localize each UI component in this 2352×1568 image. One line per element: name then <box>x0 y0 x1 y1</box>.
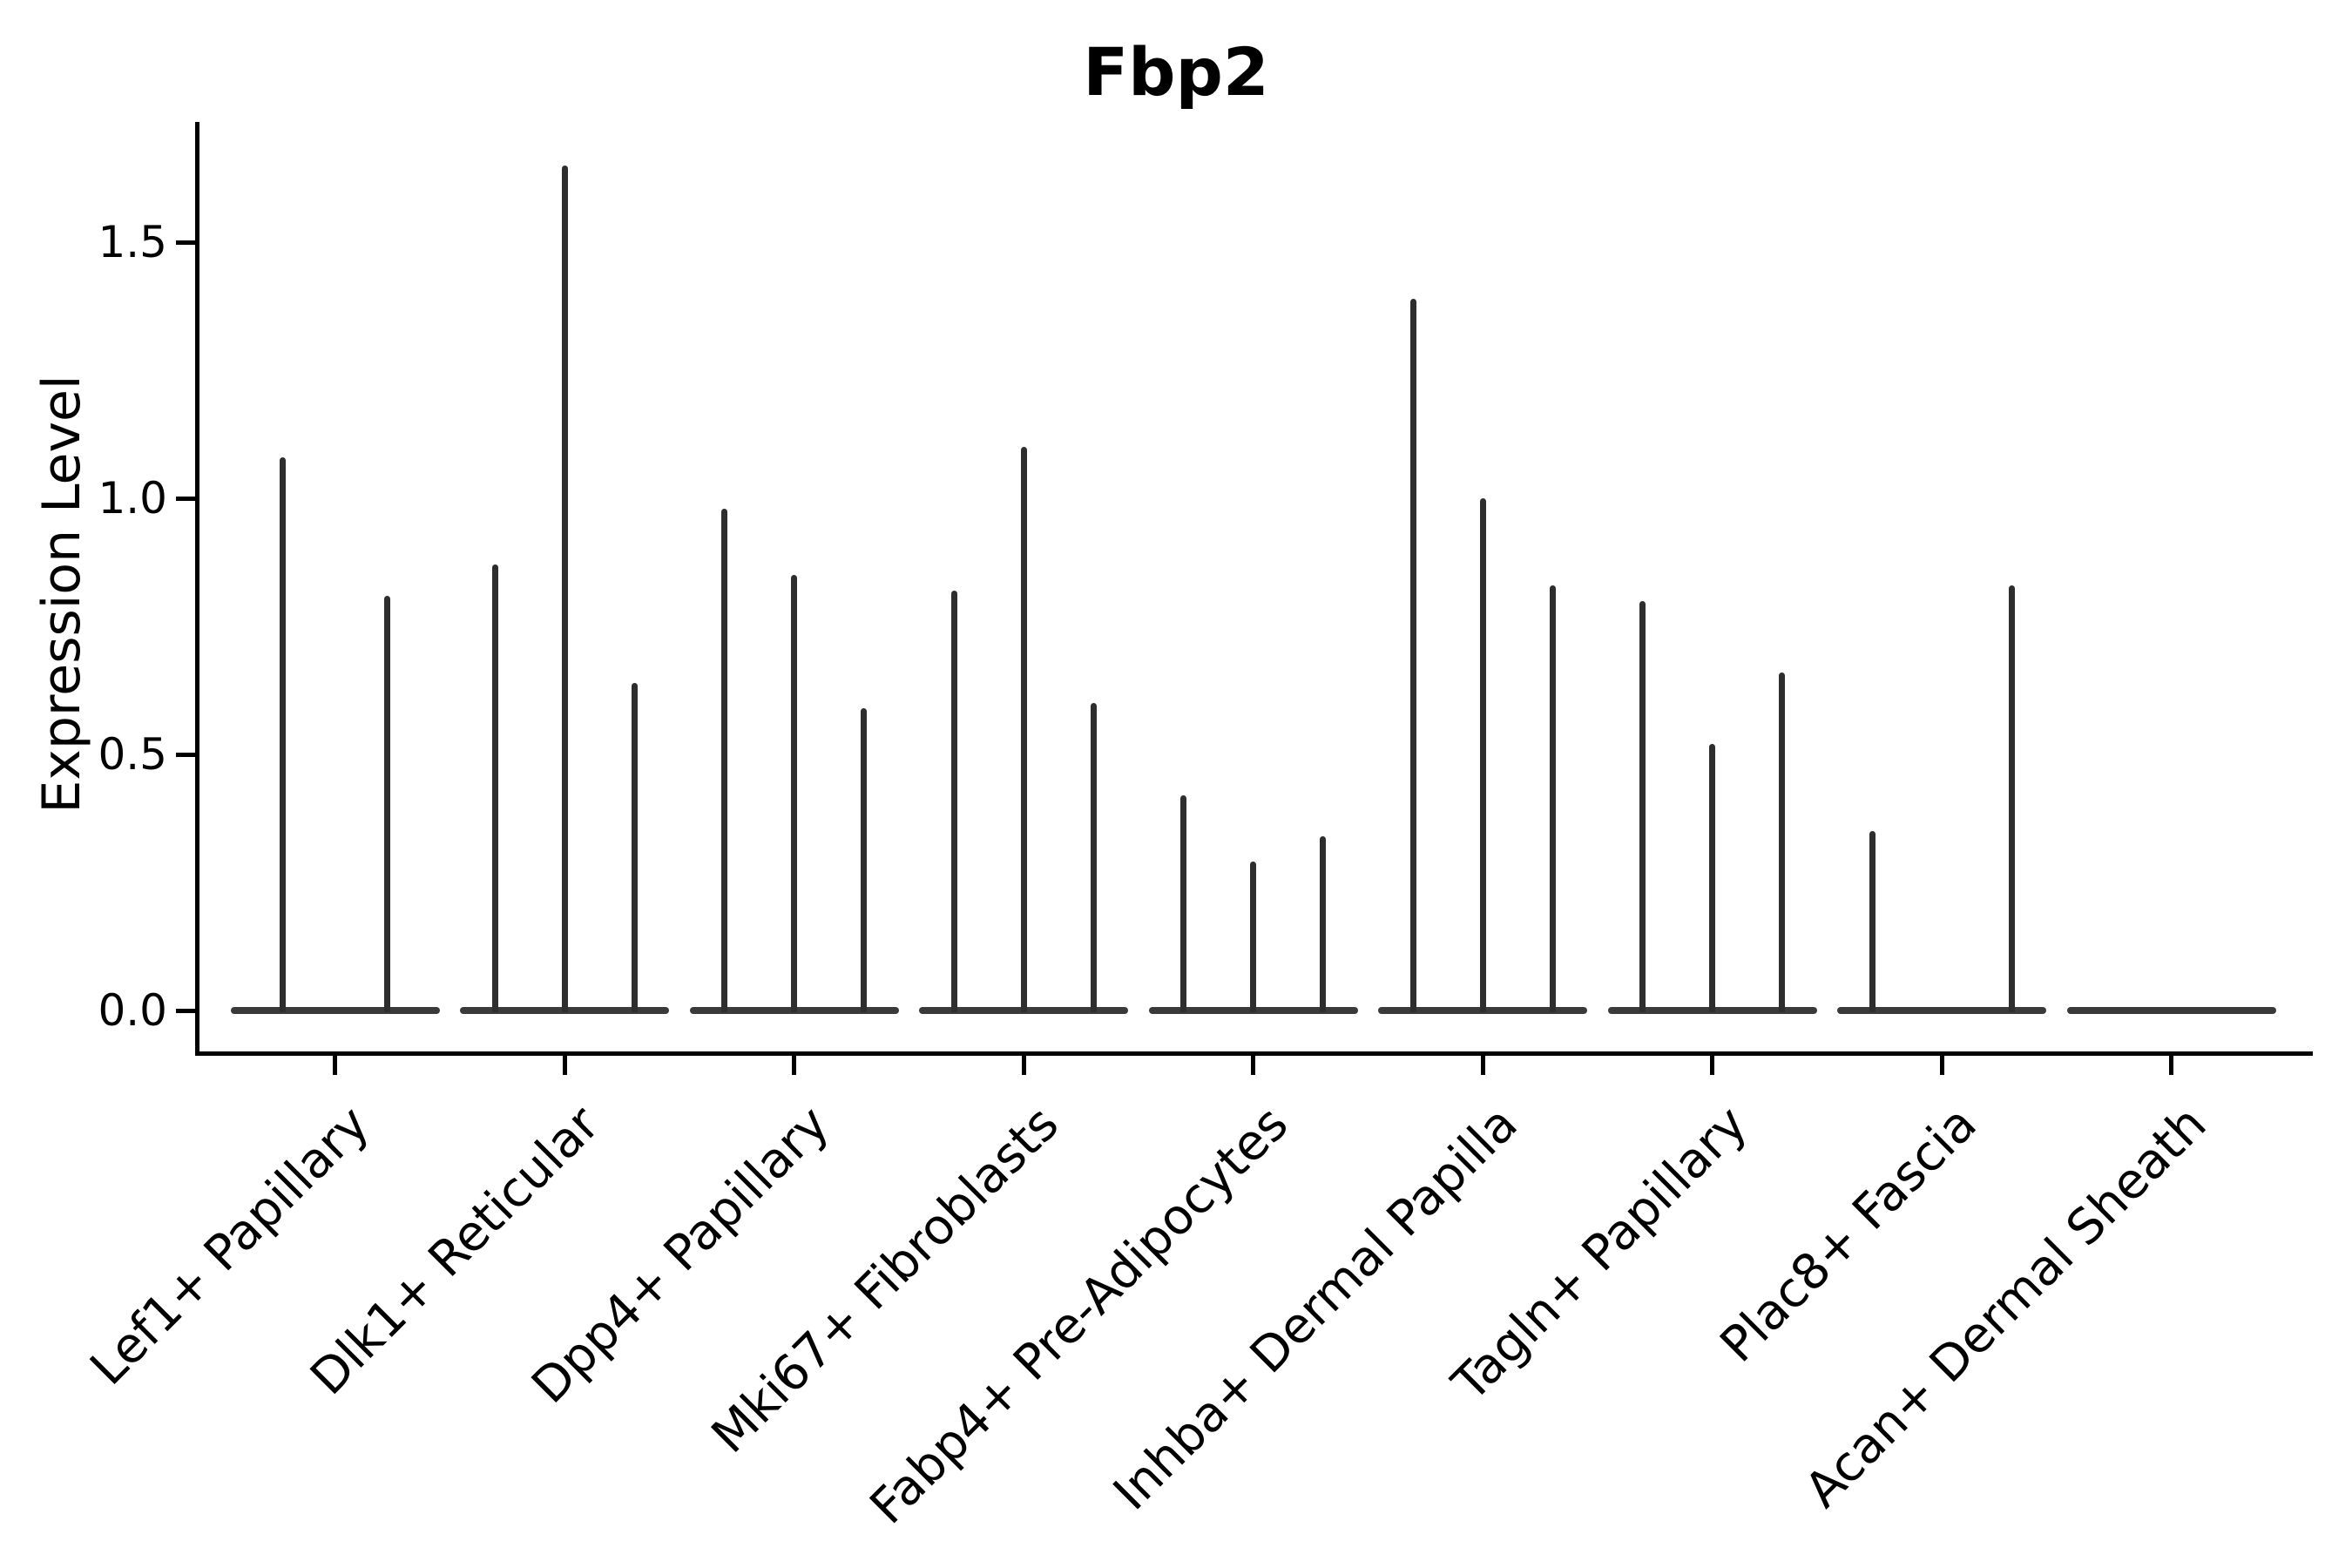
x-tick <box>1710 1056 1714 1075</box>
violin-spike <box>1180 795 1186 1012</box>
violin-spike <box>561 165 568 1012</box>
y-tick <box>176 240 195 245</box>
violin-spike <box>1020 447 1027 1012</box>
violin-spike <box>491 564 498 1012</box>
y-tick <box>176 496 195 501</box>
violin-baseline <box>1837 1007 2046 1014</box>
violin-spike <box>791 575 797 1012</box>
violin-spike <box>1869 831 1876 1012</box>
violin-baseline <box>230 1007 440 1014</box>
violin-baseline <box>2066 1007 2276 1014</box>
x-tick-label: Inhba+ Dermal Papilla <box>1102 1095 1529 1522</box>
violin-spike <box>721 508 727 1012</box>
violin-spike <box>861 708 867 1012</box>
violin-spike <box>1090 703 1097 1012</box>
violin-spike <box>280 456 286 1012</box>
x-axis-spine <box>195 1051 2313 1056</box>
violin-spike <box>1549 585 1556 1012</box>
y-tick <box>176 752 195 757</box>
y-axis-spine <box>195 122 199 1056</box>
x-tick <box>562 1056 567 1075</box>
violin-spike <box>384 595 390 1012</box>
y-tick <box>176 1008 195 1013</box>
violin-spike <box>1320 836 1326 1012</box>
violin-spike <box>1709 744 1715 1012</box>
violin-spike <box>631 682 638 1012</box>
violin-spike <box>2008 585 2015 1012</box>
violin-spike <box>1639 600 1646 1012</box>
x-tick <box>1480 1056 1485 1075</box>
x-tick <box>792 1056 796 1075</box>
x-tick <box>2169 1056 2173 1075</box>
y-tick-label: 0.5 <box>98 729 167 780</box>
violin-spike <box>950 590 957 1012</box>
y-tick-label: 1.5 <box>98 217 167 267</box>
y-tick-label: 1.0 <box>98 473 167 524</box>
x-tick <box>333 1056 337 1075</box>
violin-spike <box>1479 498 1486 1012</box>
x-tick-label: Fabp4+ Pre-Adipocytes <box>859 1095 1300 1536</box>
violin-spike <box>1250 862 1256 1012</box>
violin-spike <box>1409 298 1416 1012</box>
x-tick <box>1021 1056 1026 1075</box>
x-tick <box>1939 1056 1944 1075</box>
y-tick-label: 0.0 <box>98 985 167 1036</box>
plot-title: Fbp2 <box>1083 33 1269 111</box>
violin-spike <box>1779 672 1785 1012</box>
x-tick <box>1251 1056 1255 1075</box>
x-tick-label: Acan+ Dermal Sheath <box>1794 1095 2218 1519</box>
